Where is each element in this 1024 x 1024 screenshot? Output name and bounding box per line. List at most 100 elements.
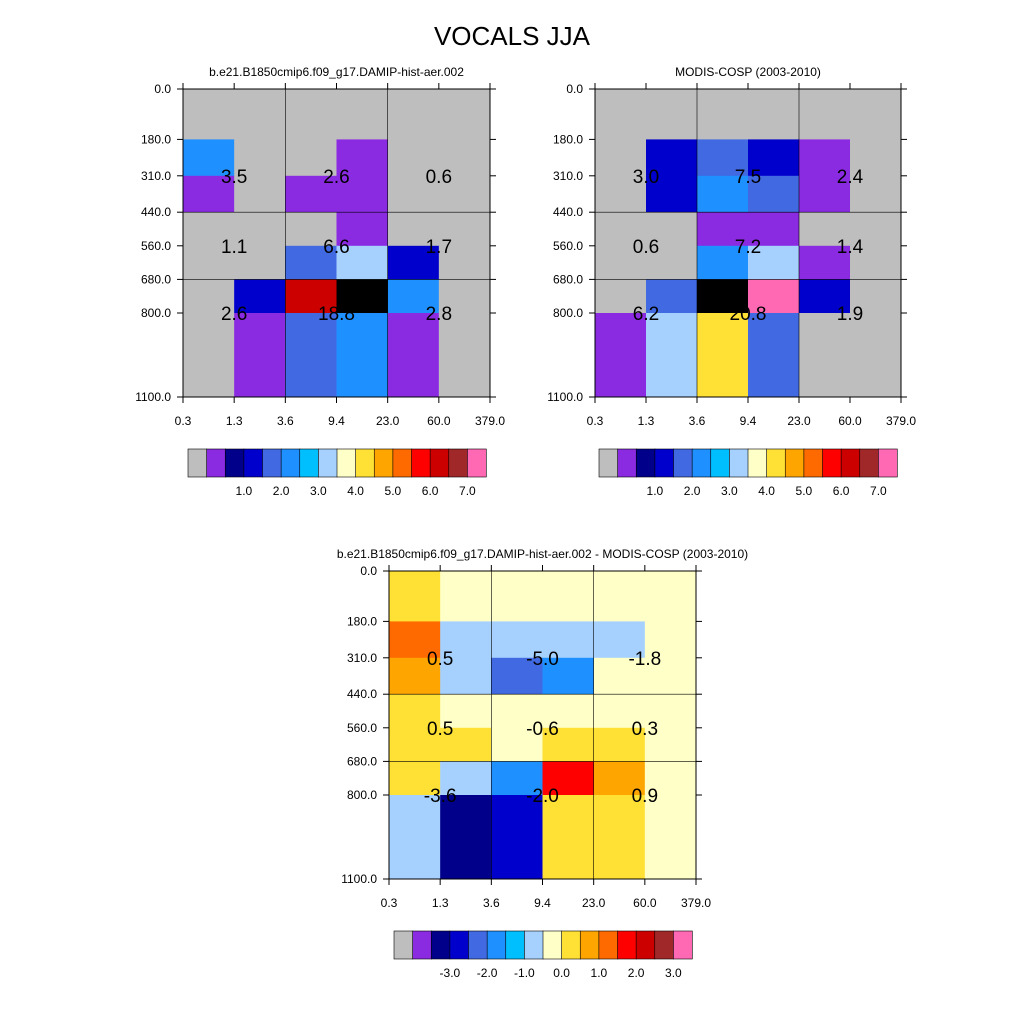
colorbar-swatch bbox=[224, 448, 245, 478]
heatmap-cell bbox=[336, 89, 389, 140]
cell-annotation: 7.2 bbox=[735, 237, 761, 258]
colorbar-swatch bbox=[766, 448, 786, 478]
y-tick-label: 1100.0 bbox=[135, 390, 171, 404]
x-tick-label: 379.0 bbox=[475, 414, 505, 428]
cell-annotation: 6.6 bbox=[323, 237, 349, 258]
cell-annotation: 0.9 bbox=[632, 786, 658, 807]
heatmap-cell bbox=[440, 727, 492, 762]
y-tick-label: 800.0 bbox=[347, 788, 377, 802]
heatmap-cell bbox=[697, 279, 749, 314]
colorbar-label: -1.0 bbox=[514, 966, 535, 980]
heatmap-cell bbox=[850, 89, 902, 140]
cell-annotation: 6.2 bbox=[633, 304, 659, 325]
heatmap-cell bbox=[389, 795, 441, 880]
heatmap-cell bbox=[595, 212, 647, 247]
heatmap-cell bbox=[234, 279, 286, 314]
colorbar-swatch bbox=[598, 930, 619, 960]
y-tick-label: 680.0 bbox=[347, 754, 377, 768]
heatmap-cell bbox=[285, 313, 337, 398]
heatmap-cell bbox=[644, 657, 697, 695]
heatmap-cell bbox=[389, 657, 441, 695]
y-tick-label: 560.0 bbox=[141, 239, 171, 253]
x-tick-label: 1.3 bbox=[226, 414, 243, 428]
heatmap-cell bbox=[389, 694, 441, 729]
x-tick-label: 60.0 bbox=[427, 414, 451, 428]
heatmap-cell bbox=[183, 279, 235, 314]
cell-annotation: -2.0 bbox=[526, 786, 559, 807]
heatmap-cell bbox=[593, 694, 646, 729]
colorbar-label: 5.0 bbox=[796, 484, 813, 498]
colorbar-label: 1.0 bbox=[236, 484, 253, 498]
x-tick-label: 1.3 bbox=[432, 896, 449, 910]
colorbar-swatch bbox=[710, 448, 730, 478]
heatmap-cell bbox=[285, 175, 337, 213]
heatmap-cell bbox=[438, 89, 491, 140]
colorbar-label: 1.0 bbox=[591, 966, 608, 980]
heatmap-cell bbox=[183, 313, 235, 398]
colorbar-swatch bbox=[467, 448, 487, 478]
heatmap-cell bbox=[234, 245, 286, 280]
heatmap-cell bbox=[542, 694, 595, 729]
heatmap-cell bbox=[748, 139, 800, 177]
cell-annotation: -0.6 bbox=[526, 719, 559, 740]
heatmap-cell bbox=[438, 212, 491, 247]
heatmap-cell bbox=[593, 621, 646, 659]
heatmap-cell bbox=[646, 89, 698, 140]
heatmap-cell bbox=[234, 175, 286, 213]
cell-annotation: 1.4 bbox=[837, 237, 864, 258]
colorbar-label: 2.0 bbox=[273, 484, 290, 498]
colorbar-swatch bbox=[262, 448, 282, 478]
cell-annotation: 0.6 bbox=[633, 237, 659, 258]
heatmap-cell bbox=[697, 212, 749, 247]
heatmap-cell bbox=[748, 212, 800, 247]
x-tick-label: 9.4 bbox=[328, 414, 345, 428]
heatmap-cell bbox=[697, 89, 749, 140]
x-tick-label: 3.6 bbox=[689, 414, 706, 428]
colorbar-label: -3.0 bbox=[440, 966, 461, 980]
heatmap-cell bbox=[595, 89, 647, 140]
x-tick-label: 60.0 bbox=[633, 896, 657, 910]
heatmap-cell bbox=[336, 175, 389, 213]
colorbar-swatch bbox=[617, 448, 637, 478]
panel-title: MODIS-COSP (2003-2010) bbox=[675, 65, 821, 79]
heatmap-cell bbox=[697, 245, 749, 280]
heatmap-cell bbox=[799, 89, 851, 140]
y-tick-label: 310.0 bbox=[553, 169, 583, 183]
y-tick-label: 0.0 bbox=[154, 82, 171, 96]
heatmap-cell bbox=[491, 795, 543, 880]
colorbar-label: 2.0 bbox=[628, 966, 645, 980]
x-tick-label: 23.0 bbox=[582, 896, 606, 910]
panel-title: b.e21.B1850cmip6.f09_g17.DAMIP-hist-aer.… bbox=[337, 547, 748, 561]
colorbar-swatch bbox=[598, 448, 619, 478]
heatmap-cell bbox=[799, 139, 851, 177]
colorbar-swatch bbox=[859, 448, 879, 478]
heatmap-cell bbox=[387, 279, 440, 314]
cell-annotation: 2.6 bbox=[323, 167, 349, 188]
colorbar-label: -2.0 bbox=[477, 966, 498, 980]
heatmap-cell bbox=[542, 761, 595, 796]
y-tick-label: 800.0 bbox=[553, 306, 583, 320]
heatmap-cell bbox=[748, 89, 800, 140]
cell-annotation: 18.8 bbox=[318, 304, 355, 325]
colorbar-swatch bbox=[505, 930, 525, 960]
heatmap-cell bbox=[850, 313, 902, 398]
cell-annotation: -3.6 bbox=[424, 786, 457, 807]
heatmap-cell bbox=[593, 571, 646, 622]
heatmap-cell bbox=[234, 212, 286, 247]
y-tick-label: 1100.0 bbox=[341, 872, 377, 886]
heatmap-cell bbox=[748, 279, 800, 314]
cell-annotation: 2.6 bbox=[221, 304, 247, 325]
colorbar-swatch bbox=[299, 448, 319, 478]
x-tick-label: 23.0 bbox=[787, 414, 811, 428]
colorbar-swatch bbox=[393, 930, 414, 960]
heatmap-cell bbox=[595, 313, 647, 398]
cell-annotation: 1.9 bbox=[837, 304, 863, 325]
heatmap-cell bbox=[799, 212, 851, 247]
colorbar-swatch bbox=[635, 448, 656, 478]
heatmap-cell bbox=[644, 795, 697, 880]
y-tick-label: 180.0 bbox=[347, 614, 377, 628]
colorbar-swatch bbox=[206, 448, 226, 478]
heatmap-cell bbox=[438, 313, 491, 398]
heatmap-cell bbox=[183, 245, 235, 280]
x-tick-label: 3.6 bbox=[483, 896, 500, 910]
